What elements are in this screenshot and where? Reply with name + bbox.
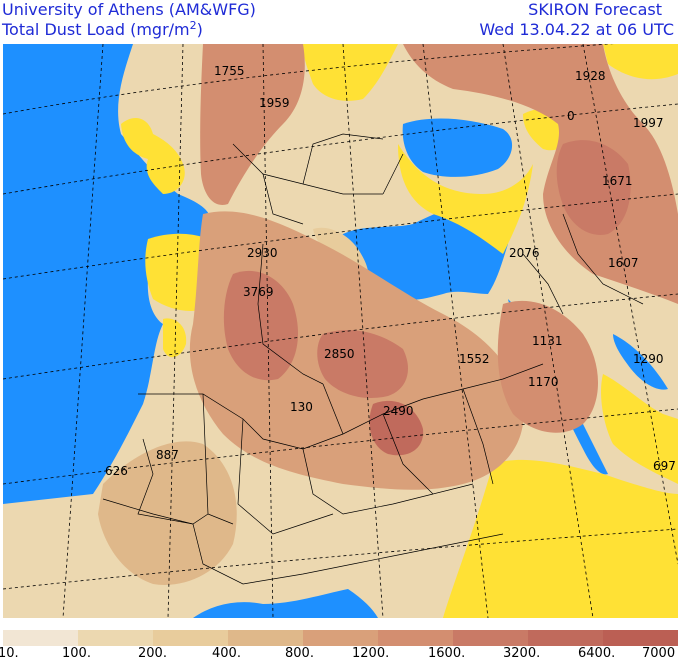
map-value-label: 1552 [459,352,490,366]
map-value-label: 3769 [243,285,274,299]
valid-time: Wed 13.04.22 at 06 UTC [479,20,674,39]
map-value-label: 887 [156,448,179,462]
map-value-label: 2930 [247,246,278,260]
legend-labels: 10. 100. 200. 400. 800. 1200. 1600. 3200. 6400. 7… [0,646,700,662]
legend-label: 1200. [352,646,390,661]
legend-swatch [453,630,528,646]
dust-arabia [497,300,598,433]
atlantic-ocean [3,44,212,504]
variable-title: Total Dust Load (mgr/m2) [2,20,203,40]
legend-swatch [603,630,678,646]
map-value-label: 1290 [633,352,664,366]
turkey-low-dust [398,144,533,254]
map-value-label: 130 [290,400,313,414]
portugal-low-dust [163,318,187,358]
british-isles [121,118,185,194]
map-value-label: 697 [653,459,676,473]
gulf-of-guinea [193,589,378,618]
map-value-label: 2076 [509,246,540,260]
legend-swatch [378,630,453,646]
country-borders [102,133,644,585]
legend-swatch [228,630,303,646]
map-value-label: 0 [567,109,575,123]
map-value-label: 626 [105,464,128,478]
map-value-label: 1959 [259,96,290,110]
legend-label: 1600. [428,646,466,661]
dust-west-europe [200,44,305,205]
mediterranean-sea [225,194,508,306]
legend-label: 7000 [642,646,676,661]
map-value-label: 1997 [633,116,664,130]
legend-swatch [153,630,228,646]
dust-libya-core [317,329,408,399]
persian-gulf [613,334,668,390]
map-value-label: 1170 [528,375,559,389]
model-title: SKIRON Forecast [528,0,662,19]
graticule [3,44,678,618]
legend-label: 800. [285,646,314,661]
east-africa-low-dust [443,459,678,618]
legend-label: 6400. [578,646,616,661]
map-value-label: 1928 [575,69,606,83]
legend-label: 400. [212,646,241,661]
dust-load-map: 1755 1959 1928 0 1997 1671 2930 2076 1607 3769 113… [3,44,678,618]
balkans-low-dust [303,44,398,101]
legend-label: 10. [0,646,19,661]
map-value-label: 2850 [324,347,355,361]
map-value-label: 1671 [602,174,633,188]
black-sea [402,118,513,177]
institution-title: University of Athens (AM&WFG) [2,0,256,19]
legend-swatch [528,630,603,646]
legend-swatch [3,630,78,646]
arabia-low-dust [601,374,678,484]
legend-label: 200. [138,646,167,661]
ne-low-dust [603,44,678,80]
map-value-label: 1607 [608,256,639,270]
dust-west-sahara [98,441,237,585]
dust-east-europe [403,44,678,304]
legend-swatch [303,630,378,646]
variable-name: Total Dust Load (mgr/m [2,20,190,39]
map-value-label: 2490 [383,404,414,418]
variable-exponent: 2 [189,19,197,32]
map-value-label: 1131 [532,334,563,348]
dust-iran-core [556,140,631,235]
map-value-labels: 1755 1959 1928 0 1997 1671 2930 2076 1607 3769 113… [105,64,676,478]
legend-colorbar [3,630,678,646]
variable-close: ) [196,20,203,39]
legend-label: 100. [62,646,91,661]
map-value-label: 1755 [214,64,245,78]
legend-swatch [78,630,153,646]
legend-label: 3200. [503,646,541,661]
